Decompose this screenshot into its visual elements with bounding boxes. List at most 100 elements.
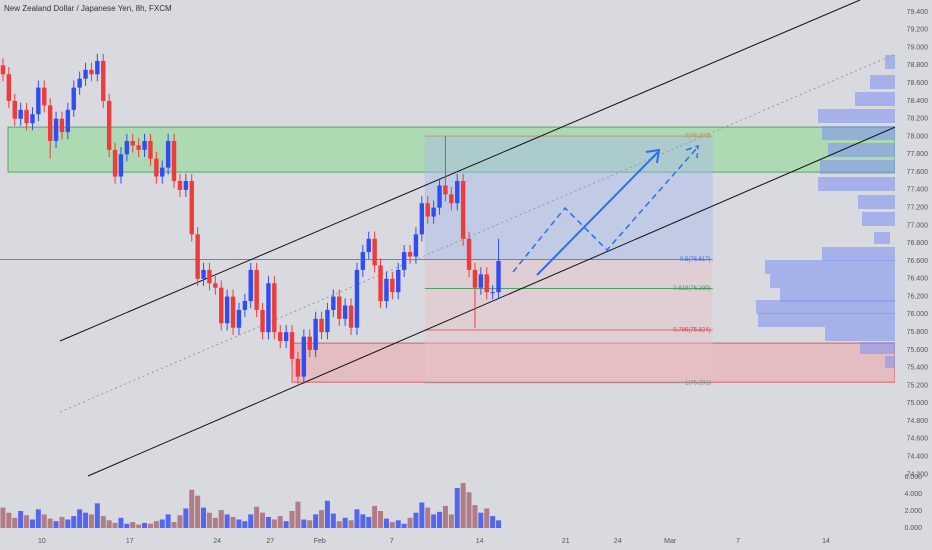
volume-bar [88, 514, 94, 528]
candle-body [36, 87, 41, 115]
volume-profile [756, 55, 898, 368]
volume-bar [372, 505, 378, 528]
candle-body [366, 238, 371, 253]
vp-bar [860, 342, 898, 354]
volume-bar [307, 520, 313, 528]
candle-body [425, 203, 430, 217]
volume-bar [18, 511, 24, 528]
y-tick-label: 77.400 [907, 187, 929, 194]
candle-body [472, 269, 478, 288]
y-tick-label: 78.600 [907, 80, 929, 87]
vp-bar [870, 75, 898, 89]
y-tick-label: 75.400 [907, 365, 929, 372]
vp-bar [855, 92, 898, 106]
x-tick-label: 14 [476, 538, 484, 545]
volume-bar [12, 517, 18, 528]
vp-bar [818, 109, 898, 123]
volume-bar [431, 514, 437, 528]
volume-bar [490, 516, 496, 528]
candle-body [106, 100, 112, 150]
candle-body [331, 296, 336, 310]
candle-body [360, 252, 366, 270]
candle-body [319, 318, 324, 333]
volume-bar [24, 515, 30, 528]
candle-body [148, 140, 153, 159]
candle-body [195, 234, 200, 279]
fib-label: 0.618(76.290) [673, 286, 710, 292]
candle-body [496, 261, 501, 293]
volume-bar [354, 509, 360, 528]
candle-body [160, 167, 165, 177]
candle-body [396, 269, 401, 293]
candle-body [289, 332, 295, 359]
x-tick-label: 24 [614, 538, 622, 545]
volume-bar [112, 522, 118, 528]
candle-body [213, 283, 218, 288]
candle-body [24, 109, 29, 124]
candle-body [443, 185, 448, 195]
candle-body [301, 336, 307, 377]
candle-body [248, 269, 253, 302]
zone [291, 342, 896, 383]
candle-body [47, 105, 53, 141]
y-tick-label: 79.000 [907, 44, 929, 51]
candle-body [272, 283, 277, 333]
candle-body [42, 87, 47, 106]
y-tick-label: 77.800 [907, 151, 929, 158]
volume-bar [366, 516, 372, 528]
volume-bar [100, 516, 106, 528]
y-tick-label: 76.800 [907, 240, 929, 247]
candle-body [224, 296, 230, 324]
x-tick-label: Mar [664, 538, 677, 545]
candle-body [307, 336, 312, 350]
y-tick-label: 78.800 [907, 62, 929, 69]
volume-bar [171, 522, 177, 528]
volume-bar [413, 512, 419, 528]
candle-body [431, 207, 436, 217]
candle-body [455, 180, 460, 204]
candle-body [401, 252, 407, 270]
volume-bar [289, 511, 295, 528]
volume-tick-label: 6.000 [904, 474, 922, 481]
volume-bar [319, 510, 325, 528]
y-tick-label: 79.200 [907, 27, 929, 34]
volume-bar [224, 514, 230, 528]
candle-body [354, 269, 360, 328]
volume-bar [324, 500, 330, 528]
volume-bar [401, 523, 407, 528]
vp-bar [822, 247, 898, 261]
volume-bar [136, 524, 142, 528]
y-tick-label: 74.200 [907, 471, 929, 478]
vp-bar [858, 195, 898, 209]
volume-bar [41, 514, 47, 528]
y-tick-label: 74.800 [907, 418, 929, 425]
volume-bar [484, 508, 490, 528]
volume-bar [330, 513, 336, 528]
y-tick-label: 75.000 [907, 400, 929, 407]
volume-bar [442, 505, 448, 528]
arrow-alternative [512, 144, 699, 273]
volume-bar [142, 522, 148, 528]
x-tick-label: 21 [562, 538, 570, 545]
vp-bar [756, 300, 898, 314]
volume-bar [236, 519, 242, 528]
volume-bar [496, 520, 502, 528]
volume-bar [106, 520, 112, 528]
candle-body [419, 203, 425, 235]
volume-bar [195, 495, 201, 528]
fib-upper-area [424, 136, 713, 260]
candle-body [266, 283, 271, 333]
y-tick-label: 77.000 [907, 222, 929, 229]
volume-tick-label: 4.000 [904, 491, 922, 498]
volume-bar [472, 505, 478, 528]
volume-bar [183, 508, 189, 528]
x-tick-label: 17 [126, 538, 134, 545]
candle-body [372, 238, 377, 266]
candle-body [325, 309, 330, 333]
y-tick-label: 74.600 [907, 436, 929, 443]
candle-body [118, 154, 124, 177]
volume-bar [230, 516, 236, 528]
vp-bar [885, 55, 898, 69]
volume-bar [407, 517, 413, 528]
